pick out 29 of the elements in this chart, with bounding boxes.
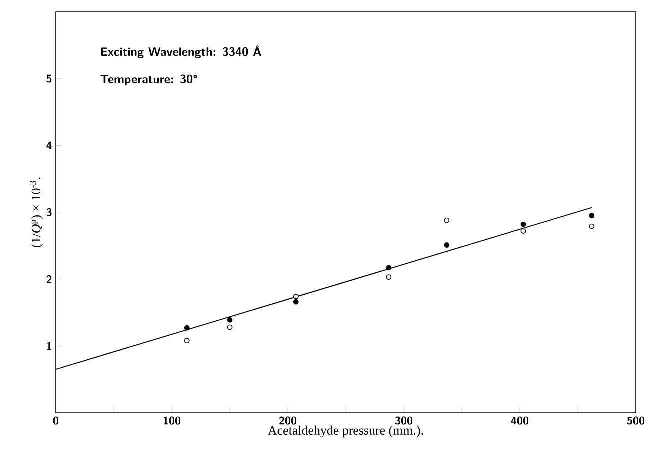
y-tick-label: 5 (46, 74, 52, 83)
annotation: Temperature: 30° (100, 74, 198, 86)
point (227, 317, 233, 323)
y-axis-title: (1/Q$^{p}$) × 10$^{-3}$. (30, 178, 44, 248)
x-tick-label: 500 (627, 416, 645, 425)
point (444, 218, 450, 224)
x-tick-label: 0 (53, 416, 59, 425)
y-tick-label: 2 (46, 275, 52, 284)
point (444, 242, 450, 248)
x-tick-label: 300 (395, 416, 413, 425)
y-tick-label: 1 (47, 342, 52, 350)
point (386, 265, 392, 271)
point (227, 324, 233, 330)
point (520, 228, 526, 234)
point (293, 294, 299, 300)
x-axis-title: Acetaldehyde pressure (mm.). (268, 426, 424, 438)
x-tick-label: 100 (164, 416, 181, 425)
point (184, 325, 190, 331)
annotation: Exciting Wavelength: 3340 Å (101, 46, 262, 58)
point (184, 338, 190, 344)
x-tick-label: 200 (279, 416, 297, 425)
y-tick-label: 4 (46, 142, 52, 150)
point (589, 224, 595, 230)
x-tick-label: 400 (511, 416, 529, 425)
point (293, 299, 299, 305)
point (520, 222, 526, 228)
point (386, 274, 392, 280)
y-tick-label: 3 (46, 208, 52, 217)
point (589, 213, 595, 219)
